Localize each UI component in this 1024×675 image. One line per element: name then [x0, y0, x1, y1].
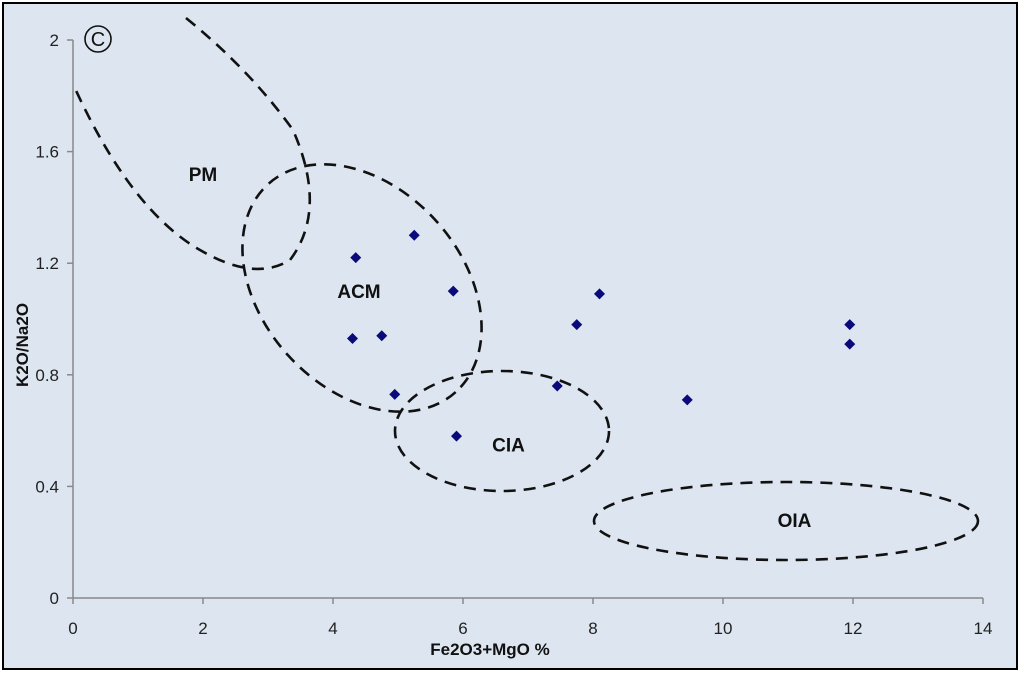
zone-cia-boundary — [393, 369, 611, 493]
x-tick-label: 0 — [68, 619, 77, 638]
y-ticks: 0 0.4 0.8 1.2 1.6 2 — [35, 31, 73, 608]
x-tick-label: 8 — [588, 619, 597, 638]
x-tick-label: 4 — [328, 619, 337, 638]
x-tick-label: 14 — [974, 619, 993, 638]
y-axis-title: K2O/Na2O — [13, 303, 32, 387]
data-point — [681, 394, 693, 406]
zone-oia-boundary — [592, 480, 980, 562]
data-point — [451, 430, 462, 442]
y-tick-label: 1.2 — [35, 254, 59, 273]
data-point — [844, 319, 856, 331]
y-tick-label: 0.4 — [35, 477, 59, 496]
data-point — [571, 319, 583, 331]
data-point — [389, 388, 401, 400]
x-ticks: 0 2 4 6 8 10 12 14 — [68, 598, 992, 638]
data-point — [594, 288, 605, 300]
zone-pm-boundary — [71, 16, 312, 271]
data-point — [376, 330, 388, 342]
y-tick-label: 2 — [50, 31, 59, 50]
zone-label-acm: ACM — [337, 282, 380, 303]
x-tick-label: 2 — [198, 619, 207, 638]
zone-label-cia: CIA — [492, 436, 525, 457]
zone-acm-boundary — [241, 162, 483, 414]
data-points — [347, 229, 856, 442]
y-tick-label: 0.8 — [35, 366, 59, 385]
data-point — [350, 252, 362, 264]
data-point — [408, 229, 420, 241]
data-point — [844, 338, 856, 350]
y-tick-label: 1.6 — [35, 143, 59, 162]
zone-label-oia: OIA — [778, 511, 812, 532]
panel-label-circle — [84, 25, 112, 53]
zone-label-pm: PM — [189, 165, 218, 186]
panel-label: C — [91, 29, 105, 51]
data-point — [447, 285, 459, 297]
x-axis-title: Fe2O3+MgO % — [430, 640, 550, 659]
x-tick-label: 12 — [844, 619, 863, 638]
x-tick-label: 10 — [714, 619, 733, 638]
data-point — [347, 333, 358, 345]
x-tick-label: 6 — [458, 619, 467, 638]
y-tick-label: 0 — [50, 589, 59, 608]
data-point — [551, 380, 563, 392]
zone-labels: PM ACM CIA OIA — [189, 165, 812, 532]
